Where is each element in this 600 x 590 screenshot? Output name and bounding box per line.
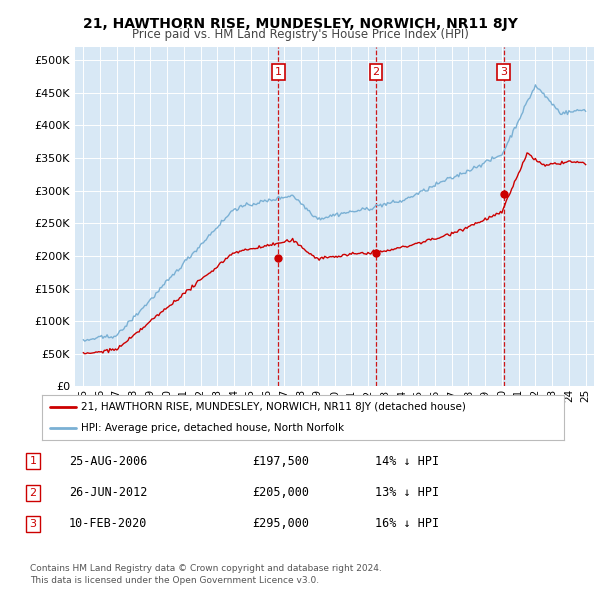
Text: 26-JUN-2012: 26-JUN-2012 — [69, 486, 148, 499]
Text: 16% ↓ HPI: 16% ↓ HPI — [375, 517, 439, 530]
Text: 21, HAWTHORN RISE, MUNDESLEY, NORWICH, NR11 8JY (detached house): 21, HAWTHORN RISE, MUNDESLEY, NORWICH, N… — [81, 402, 466, 412]
Text: HPI: Average price, detached house, North Norfolk: HPI: Average price, detached house, Nort… — [81, 424, 344, 434]
Text: 1: 1 — [275, 67, 282, 77]
Text: 2: 2 — [373, 67, 380, 77]
Text: 1: 1 — [29, 457, 37, 466]
Text: 10-FEB-2020: 10-FEB-2020 — [69, 517, 148, 530]
Text: 3: 3 — [29, 519, 37, 529]
Text: Contains HM Land Registry data © Crown copyright and database right 2024.
This d: Contains HM Land Registry data © Crown c… — [30, 565, 382, 585]
Text: 14% ↓ HPI: 14% ↓ HPI — [375, 455, 439, 468]
Text: 13% ↓ HPI: 13% ↓ HPI — [375, 486, 439, 499]
Text: 21, HAWTHORN RISE, MUNDESLEY, NORWICH, NR11 8JY: 21, HAWTHORN RISE, MUNDESLEY, NORWICH, N… — [83, 17, 517, 31]
Text: £197,500: £197,500 — [252, 455, 309, 468]
Text: 2: 2 — [29, 488, 37, 497]
Text: 3: 3 — [500, 67, 507, 77]
Text: £205,000: £205,000 — [252, 486, 309, 499]
Text: Price paid vs. HM Land Registry's House Price Index (HPI): Price paid vs. HM Land Registry's House … — [131, 28, 469, 41]
Text: 25-AUG-2006: 25-AUG-2006 — [69, 455, 148, 468]
Text: £295,000: £295,000 — [252, 517, 309, 530]
